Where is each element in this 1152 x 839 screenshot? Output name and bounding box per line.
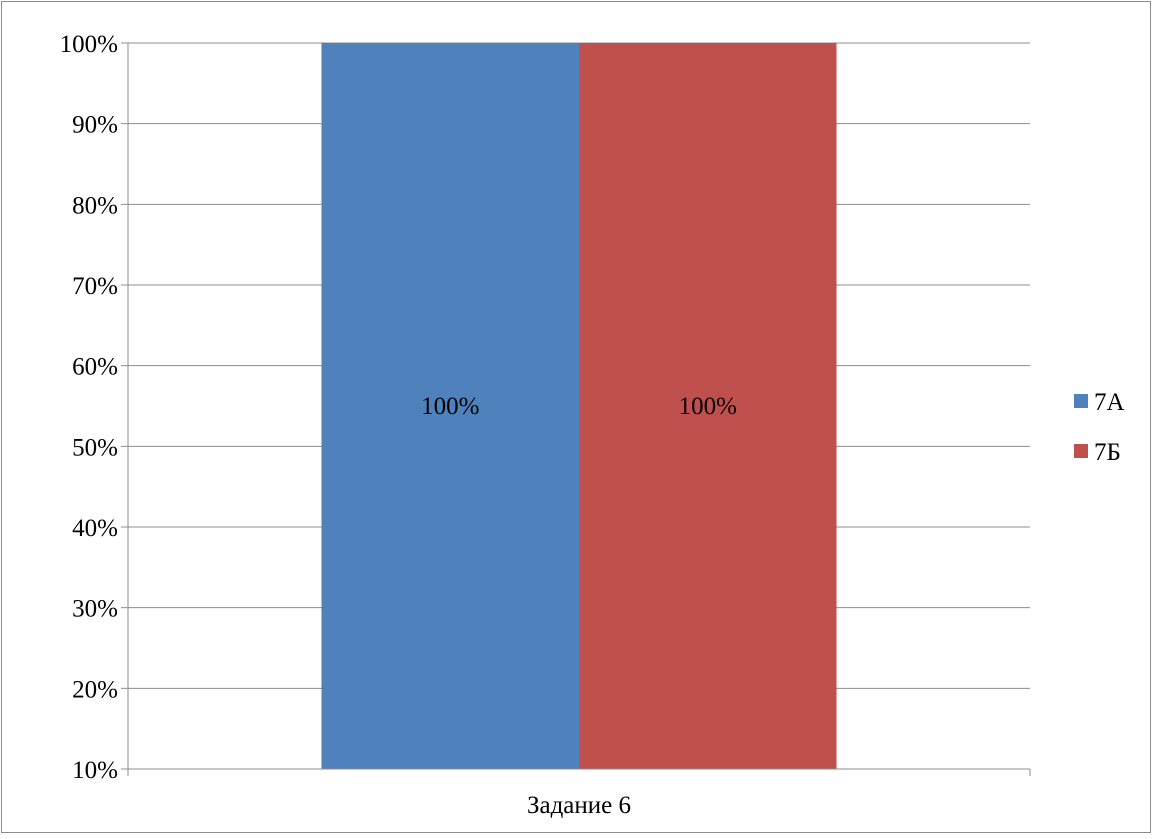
legend: 7А 7Б <box>1074 389 1125 466</box>
y-tick-label: 90% <box>72 112 118 139</box>
bar <box>579 43 837 769</box>
x-category-label: Задание 6 <box>527 792 631 819</box>
y-tick-label: 60% <box>72 354 118 381</box>
y-tick-label: 70% <box>72 273 118 300</box>
y-tick-label: 20% <box>72 676 118 703</box>
y-tick-label: 50% <box>72 434 118 461</box>
axes: 10% 20% 30% 40% 50% 60% 70% 80% 90% 100% Задание 6 <box>60 31 1031 819</box>
y-tick-label: 100% <box>60 31 118 58</box>
data-labels: 100% 100% <box>421 393 737 420</box>
legend-label: 7Б <box>1094 439 1121 466</box>
bar <box>321 43 579 769</box>
legend-label: 7А <box>1094 389 1125 416</box>
y-tick-label: 30% <box>72 596 118 623</box>
y-tick-label: 80% <box>72 192 118 219</box>
y-tick-label: 10% <box>72 757 118 784</box>
y-tick-label: 40% <box>72 515 118 542</box>
bars <box>321 43 837 769</box>
bar-data-label: 100% <box>421 393 479 420</box>
legend-swatch <box>1074 394 1088 408</box>
legend-swatch <box>1074 444 1088 458</box>
bar-data-label: 100% <box>679 393 737 420</box>
